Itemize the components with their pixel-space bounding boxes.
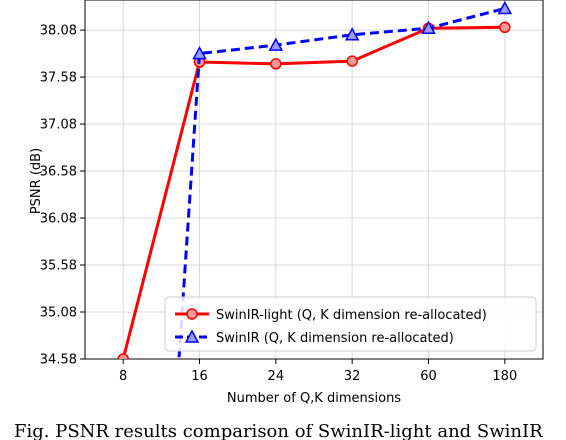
data-point-swinir — [268, 37, 284, 51]
y-tick-label: 34.58 — [40, 353, 77, 368]
data-point-swinir — [497, 0, 513, 15]
data-point-swinir — [192, 46, 207, 60]
series-layer — [117, 0, 513, 359]
legend-marker-swinir — [184, 329, 200, 343]
legend-marker-swinir-light — [186, 308, 198, 320]
x-tick-label: 8 — [119, 369, 127, 384]
x-tick-label: 24 — [268, 369, 285, 384]
x-axis-title: Number of Q,K dimensions — [227, 391, 401, 406]
x-tick-label: 16 — [191, 369, 208, 384]
x-tick-label: 60 — [420, 369, 437, 384]
psnr-line-chart: 34.58 35.08 35.58 36.08 36.58 37.08 37.58 38.08… — [29, 0, 544, 406]
legend-label-swinir: SwinIR (Q, K dimension re-allocated) — [216, 331, 454, 346]
y-tick-label: 37.58 — [40, 71, 77, 86]
legend: SwinIR-light (Q, K dimension re-allocate… — [164, 296, 537, 352]
plot-frame — [84, 0, 544, 360]
y-tick-label: 38.08 — [40, 24, 77, 39]
y-tick-label: 35.58 — [40, 259, 77, 274]
series-line-swinir — [177, 7, 506, 359]
axis-ticks: 34.58 35.08 35.58 36.08 36.58 37.08 37.58 38.08… — [40, 24, 517, 384]
legend-label-swinir-light: SwinIR-light (Q, K dimension re-allocate… — [216, 308, 487, 323]
data-point-swinir-light — [346, 55, 358, 67]
data-point-swinir-light — [117, 353, 129, 359]
y-tick-label: 37.08 — [40, 118, 77, 133]
y-tick-label: 36.08 — [40, 212, 77, 227]
y-tick-label: 35.08 — [40, 306, 77, 321]
y-tick-label: 36.58 — [40, 165, 77, 180]
figure-caption: Fig. PSNR results comparison of SwinIR-l… — [14, 424, 543, 440]
series-line-swinir-light — [121, 25, 505, 359]
y-axis-title: PSNR (dB) — [29, 148, 44, 214]
data-point-swinir — [421, 20, 436, 34]
legend-box — [164, 296, 537, 352]
x-tick-label: 180 — [492, 369, 517, 384]
x-tick-label: 32 — [344, 369, 361, 384]
data-point-swinir — [344, 27, 360, 41]
data-point-swinir-light — [499, 21, 511, 34]
data-point-swinir-light — [270, 58, 282, 70]
